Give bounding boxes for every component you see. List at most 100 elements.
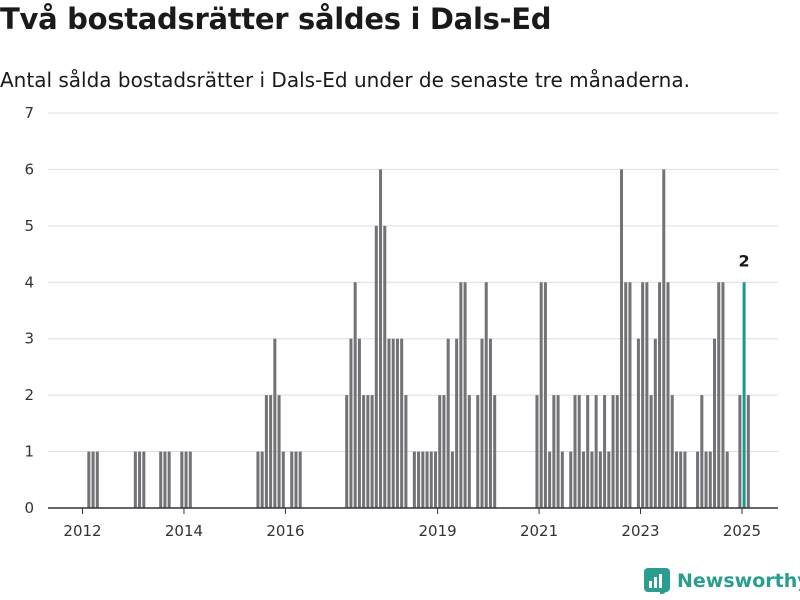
bar <box>269 395 273 508</box>
bar <box>653 338 657 508</box>
y-tick-label: 5 <box>24 217 34 235</box>
bar <box>184 451 188 508</box>
bar <box>573 395 577 508</box>
bar <box>438 395 442 508</box>
x-tick-label: 2021 <box>520 522 558 540</box>
bar <box>459 282 463 508</box>
bar <box>273 338 277 508</box>
bar <box>349 338 353 508</box>
y-tick-label: 3 <box>24 330 34 348</box>
bar <box>260 451 264 508</box>
y-tick-label: 4 <box>24 273 34 291</box>
bar <box>467 395 471 508</box>
bar <box>683 451 687 508</box>
bar <box>404 395 408 508</box>
bar <box>357 338 361 508</box>
bar <box>353 282 357 508</box>
bar <box>281 451 285 508</box>
bar <box>636 338 640 508</box>
bar <box>658 282 662 508</box>
bar <box>543 282 547 508</box>
bar <box>180 451 184 508</box>
bar <box>142 451 146 508</box>
bar <box>721 282 725 508</box>
bar-highlight <box>742 282 746 508</box>
bar <box>712 338 717 508</box>
bar <box>345 395 349 508</box>
bar <box>383 225 387 508</box>
bar <box>188 451 192 508</box>
bar <box>708 451 712 508</box>
bar <box>370 395 374 508</box>
bar <box>670 395 674 508</box>
bar <box>395 338 399 508</box>
bar <box>463 282 467 508</box>
bar <box>167 451 171 508</box>
bar <box>163 451 167 508</box>
bar <box>552 395 556 508</box>
brand-name: Newsworthy <box>677 570 800 592</box>
bar <box>425 451 429 508</box>
bar <box>725 451 729 508</box>
bar <box>133 451 137 508</box>
bar <box>362 395 366 508</box>
bar <box>138 451 142 508</box>
bar <box>590 451 594 508</box>
y-tick-label: 1 <box>24 443 34 461</box>
bar <box>159 451 163 508</box>
chart-title: Två bostadsrätter såldes i Dals-Ed <box>0 2 552 36</box>
bar <box>391 338 395 508</box>
bar <box>476 395 480 508</box>
newsworthy-logo-icon <box>644 568 670 594</box>
bar <box>645 282 649 508</box>
bar <box>569 451 573 508</box>
bar <box>539 282 543 508</box>
bar <box>480 338 484 508</box>
data-label: 2 <box>739 251 750 270</box>
newsworthy-brand[interactable]: Newsworthy <box>644 568 800 594</box>
bar <box>294 451 298 508</box>
bar <box>290 451 294 508</box>
bar <box>607 451 611 508</box>
bar <box>696 451 700 508</box>
bar <box>446 338 450 508</box>
bar <box>674 451 678 508</box>
bar <box>666 282 670 508</box>
bar <box>366 395 370 508</box>
bar <box>400 338 404 508</box>
bar <box>535 395 539 508</box>
bar <box>594 395 598 508</box>
y-tick-label: 0 <box>24 499 34 517</box>
bar <box>704 451 708 508</box>
bar <box>87 451 91 508</box>
bar <box>598 451 602 508</box>
y-tick-label: 7 <box>24 104 34 122</box>
bar <box>421 451 425 508</box>
bar <box>628 282 632 508</box>
bar <box>433 451 438 508</box>
bar <box>442 395 446 508</box>
bar <box>615 395 619 508</box>
bar <box>624 282 628 508</box>
bar <box>603 395 607 508</box>
bar <box>560 451 564 508</box>
bar <box>417 451 421 508</box>
bar <box>91 451 95 508</box>
bar <box>611 395 615 508</box>
bar <box>450 451 454 508</box>
bar <box>412 451 416 508</box>
bar <box>429 451 433 508</box>
bar <box>484 282 488 508</box>
y-tick-label: 2 <box>24 386 34 404</box>
x-tick-label: 2012 <box>63 522 101 540</box>
bar <box>619 169 624 508</box>
bar <box>700 395 704 508</box>
bar <box>717 282 721 508</box>
x-tick-label: 2019 <box>419 522 457 540</box>
bar <box>95 451 99 508</box>
bar <box>649 395 653 508</box>
bar <box>556 395 560 508</box>
bar <box>679 451 683 508</box>
bar <box>548 451 552 508</box>
bar <box>738 395 742 508</box>
